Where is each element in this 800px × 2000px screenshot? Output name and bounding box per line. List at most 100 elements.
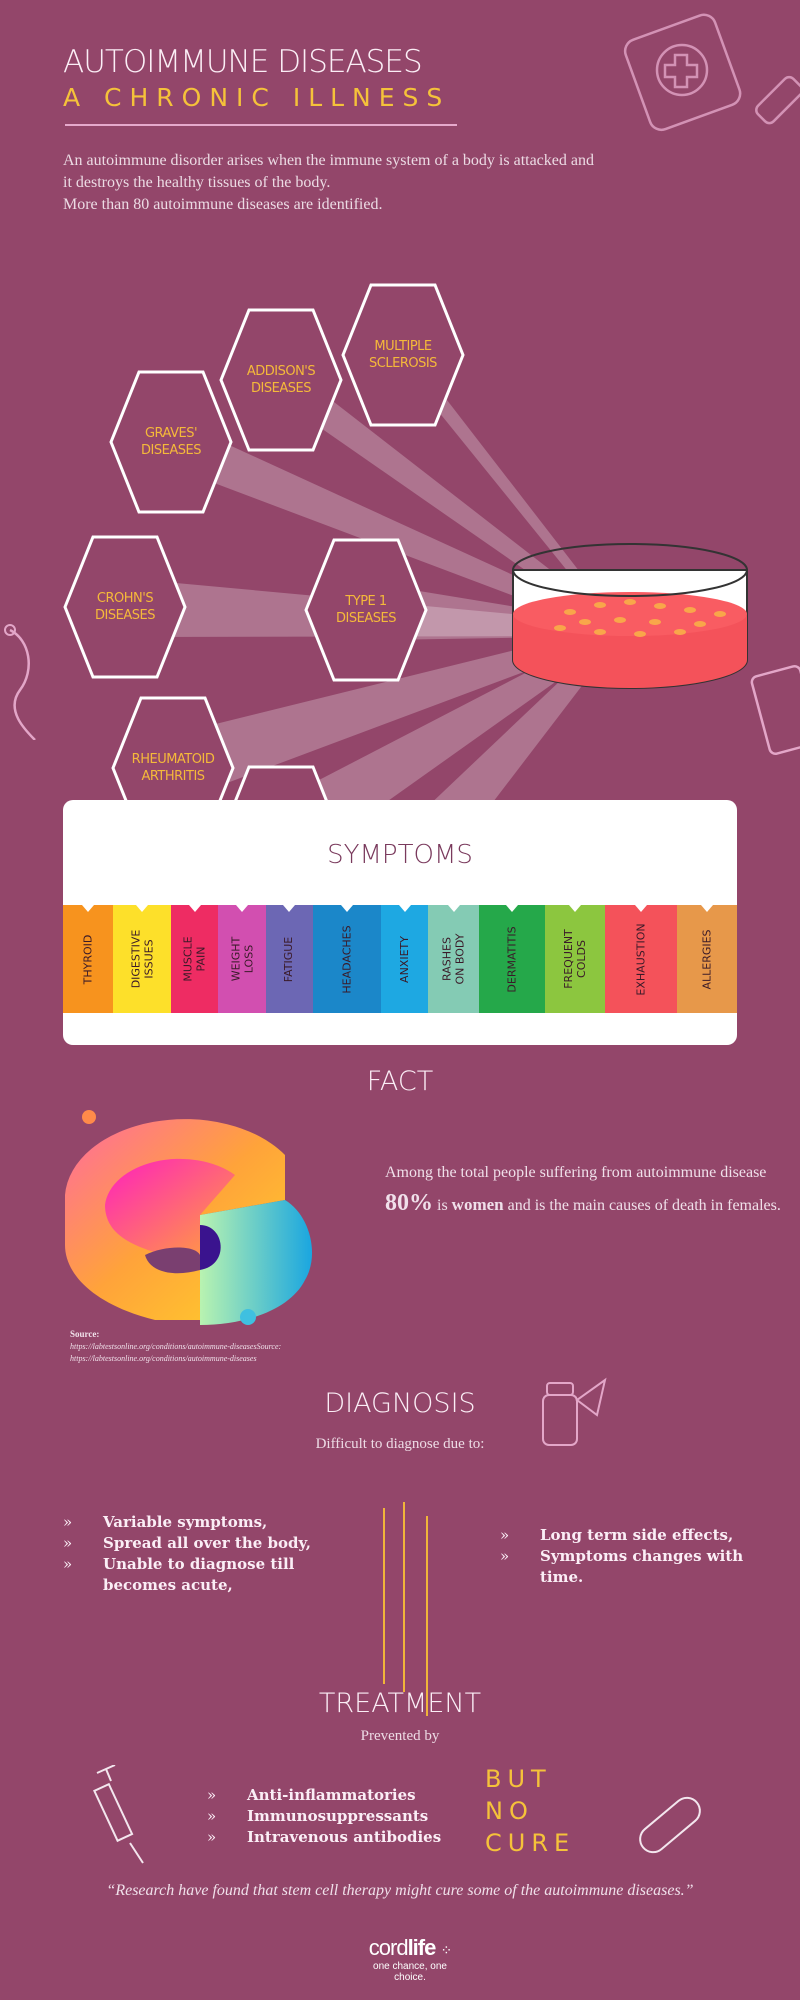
list-item: Spread all over the body, bbox=[63, 1533, 343, 1554]
light-ray bbox=[157, 412, 620, 636]
no-cure-word: BUT bbox=[485, 1765, 552, 1793]
fact-women: women bbox=[451, 1195, 504, 1214]
disease-hexagon bbox=[109, 370, 233, 514]
no-cure-text: BUT NO CURE bbox=[485, 1763, 575, 1859]
disease-label: ADDISON'S DISEASES bbox=[246, 364, 316, 396]
treatment-title: TREATMENT bbox=[318, 1688, 482, 1719]
source-link[interactable]: https://labtestsonline.org/conditions/au… bbox=[70, 1354, 257, 1363]
colony-dot bbox=[684, 607, 696, 613]
disease-label: MULTIPLE SCLEROSIS bbox=[369, 339, 437, 371]
source-citation: Source: https://labtestsonline.org/condi… bbox=[70, 1328, 281, 1365]
brand-light: cord bbox=[368, 1935, 409, 1960]
divider-line bbox=[426, 1516, 428, 1716]
colony-dot bbox=[694, 621, 706, 627]
diagnosis-title: DIAGNOSIS bbox=[324, 1388, 476, 1419]
light-ray bbox=[280, 624, 620, 800]
light-ray bbox=[159, 624, 620, 798]
colony-dot bbox=[714, 611, 726, 617]
ring-graphic bbox=[65, 1110, 313, 1325]
list-item: Anti-inflammatories bbox=[207, 1785, 467, 1806]
symptom-label: ALLERGIES bbox=[700, 928, 714, 990]
intro-text: An autoimmune disorder arises when the i… bbox=[63, 150, 663, 216]
syringe-icon bbox=[93, 1765, 144, 1864]
disease-label: CROHN'S DISEASES bbox=[95, 591, 155, 623]
symptom-strip: FREQUENT COLDS bbox=[545, 905, 605, 1013]
fact-text: Among the total people suffering from au… bbox=[385, 1158, 785, 1221]
source-label: Source: bbox=[70, 1329, 100, 1339]
symptom-label: HEADACHES bbox=[340, 924, 354, 994]
title-divider bbox=[65, 124, 457, 126]
fact-text-post: and is the main causes of death in femal… bbox=[503, 1197, 781, 1214]
light-ray bbox=[389, 325, 620, 636]
symptom-label: FREQUENT COLDS bbox=[561, 929, 588, 989]
symptom-strip: EXHAUSTION bbox=[604, 905, 677, 1013]
disease-hexagon bbox=[219, 308, 343, 452]
light-ray bbox=[267, 350, 620, 636]
symptom-label: RASHES ON BODY bbox=[440, 933, 467, 985]
symptom-label: THYROID bbox=[81, 934, 95, 984]
symptoms-strips: THYROID DIGESTIVE ISSUES MUSCLE PAIN WEIGHT… bbox=[63, 905, 737, 1013]
symptom-label: WEIGHT LOSS bbox=[229, 936, 256, 982]
fact-text-pre: Among the total people suffering from au… bbox=[385, 1164, 767, 1181]
petri-dish-icon bbox=[512, 543, 748, 689]
list-item: Intravenous antibodies bbox=[207, 1827, 467, 1848]
intro-line: More than 80 autoimmune diseases are ide… bbox=[63, 196, 383, 213]
diagnosis-right-list: Long term side effects,Symptoms changes … bbox=[500, 1525, 780, 1588]
colony-dot bbox=[634, 631, 646, 637]
page-subtitle: A CHRONIC ILLNESS bbox=[63, 83, 451, 112]
symptom-label: FATIGUE bbox=[282, 936, 296, 982]
colony-dot bbox=[564, 609, 576, 615]
fact-percent: 80% bbox=[385, 1190, 433, 1216]
colony-dot bbox=[554, 625, 566, 631]
colony-dot bbox=[594, 629, 606, 635]
treatment-subtitle: Prevented by bbox=[360, 1728, 440, 1744]
symptom-strip: FATIGUE bbox=[265, 905, 313, 1013]
fact-text-mid: is bbox=[433, 1197, 452, 1214]
first-aid-kit-icon bbox=[623, 13, 800, 132]
source-link[interactable]: https://labtestsonline.org/conditions/au… bbox=[70, 1342, 282, 1351]
disease-label: GRAVES' DISEASES bbox=[141, 426, 201, 458]
ring-dot bbox=[240, 1309, 256, 1325]
symptom-label: EXHAUSTION bbox=[634, 922, 648, 996]
symptom-label: DIGESTIVE ISSUES bbox=[129, 929, 156, 989]
divider-line bbox=[383, 1508, 385, 1684]
treatment-list: Anti-inflammatoriesImmunosuppressantsInt… bbox=[207, 1785, 467, 1848]
list-item: Unable to diagnose till becomes acute, bbox=[63, 1554, 343, 1596]
symptom-strip: HEADACHES bbox=[312, 905, 381, 1013]
colony-dot bbox=[614, 617, 626, 623]
symptom-strip: ANXIETY bbox=[380, 905, 429, 1013]
list-item: Immunosuppressants bbox=[207, 1806, 467, 1827]
cordlife-logo: cordlife ⁘ one chance, one choice. bbox=[360, 1935, 460, 1983]
symptom-label: DERMATITIS bbox=[505, 925, 519, 993]
disease-hexagon bbox=[304, 538, 428, 682]
fact-title: FACT bbox=[366, 1066, 434, 1097]
symptom-strip: RASHES ON BODY bbox=[428, 905, 480, 1013]
stethoscope-icon bbox=[4, 624, 36, 740]
ring-dot bbox=[82, 1110, 96, 1124]
symptom-strip: THYROID bbox=[63, 905, 113, 1013]
symptom-strip: DIGESTIVE ISSUES bbox=[112, 905, 172, 1013]
symptoms-card: SYMPTOMS THYROID DIGESTIVE ISSUES MUSCLE P… bbox=[63, 800, 737, 1045]
intro-line: An autoimmune disorder arises when the i… bbox=[63, 152, 594, 169]
colony-dot bbox=[579, 619, 591, 625]
quote: “Research have found that stem cell ther… bbox=[106, 1882, 694, 1899]
diagnosis-subtitle: Difficult to diagnose due to: bbox=[315, 1436, 485, 1452]
disease-label: TYPE 1 DISEASES bbox=[336, 594, 396, 626]
capsule-icon bbox=[639, 1796, 701, 1854]
disease-hexagon bbox=[341, 283, 465, 427]
colony-dot bbox=[594, 602, 606, 608]
tagline: one chance, one choice. bbox=[373, 1961, 447, 1983]
symptom-strip: MUSCLE PAIN bbox=[171, 905, 219, 1013]
symptom-strip: ALLERGIES bbox=[676, 905, 737, 1013]
colony-dot bbox=[624, 599, 636, 605]
brand-bold: life bbox=[407, 1935, 437, 1960]
clipboard-icon bbox=[750, 664, 800, 756]
colony-dot bbox=[654, 603, 666, 609]
no-cure-word: CURE bbox=[485, 1829, 576, 1857]
disease-hexagon bbox=[63, 535, 187, 679]
list-item: Symptoms changes with time. bbox=[500, 1546, 780, 1588]
medicine-bottle-icon bbox=[542, 1377, 607, 1446]
symptom-label: ANXIETY bbox=[398, 935, 412, 983]
page-title: AUTOIMMUNE DISEASES bbox=[63, 44, 423, 80]
symptom-strip: DERMATITIS bbox=[479, 905, 546, 1013]
